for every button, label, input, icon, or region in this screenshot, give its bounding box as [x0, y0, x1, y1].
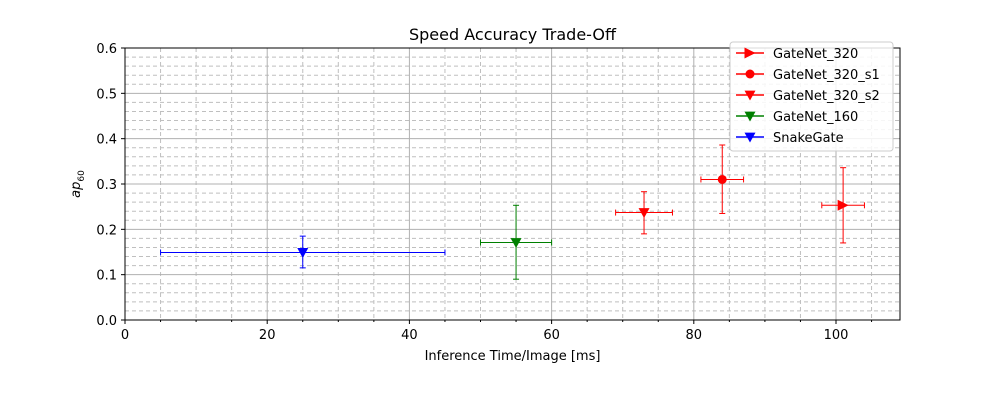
y-tick-label: 0.1	[96, 269, 117, 284]
x-tick-label: 0	[121, 328, 129, 343]
legend-marker	[745, 69, 755, 79]
legend-label: SnakeGate	[773, 131, 844, 146]
data-point	[638, 208, 650, 219]
series-gatenet-160	[480, 204, 553, 280]
x-tick-label: 40	[401, 328, 418, 343]
axes: 0 20 40 60 80 100 0.0 0.1 0.2 0.3 0.4 0.5 0.6	[96, 42, 873, 343]
legend-label: GateNet_320_s2	[773, 89, 880, 104]
series-gatenet-320	[821, 167, 865, 244]
y-axis-label-base: ap	[69, 182, 84, 198]
legend-label: GateNet_320	[773, 47, 858, 62]
y-tick-label: 0.5	[96, 87, 117, 102]
legend: GateNet_320 GateNet_320_s1 GateNet_320_s2 G…	[729, 41, 894, 152]
series-gatenet-320-s1	[700, 144, 745, 214]
legend-marker	[744, 47, 756, 59]
legend-item: GateNet_320_s2	[736, 89, 880, 104]
legend-label: GateNet_160	[773, 110, 858, 125]
legend-item: GateNet_320	[736, 47, 858, 62]
legend-label: GateNet_320_s1	[773, 68, 880, 83]
y-axis-label: ap60	[69, 170, 87, 198]
series-snakegate	[160, 235, 446, 269]
legend-marker	[744, 90, 756, 101]
data-points	[160, 144, 865, 280]
legend-marker	[744, 111, 756, 122]
y-tick-label: 0.4	[96, 133, 117, 148]
y-tick-label: 0.2	[96, 223, 117, 238]
x-tick-label: 100	[824, 328, 849, 343]
x-tick-label: 80	[686, 328, 703, 343]
legend-item: SnakeGate	[736, 131, 844, 146]
data-point	[297, 248, 309, 258]
y-axis-label-subscript: 60	[77, 170, 87, 182]
y-tick-label: 0.0	[96, 314, 117, 329]
legend-item: GateNet_320_s1	[736, 68, 880, 83]
legend-box	[729, 41, 894, 152]
x-axis-label: Inference Time/Image [ms]	[425, 349, 601, 364]
legend-item: GateNet_160	[736, 110, 858, 125]
data-point	[837, 199, 849, 211]
x-tick-label: 20	[259, 328, 276, 343]
series-gatenet-320-s2	[615, 191, 673, 235]
x-tick-label: 60	[543, 328, 560, 343]
y-tick-label: 0.3	[96, 178, 117, 193]
data-point	[510, 238, 522, 248]
y-tick-label: 0.6	[96, 42, 117, 57]
data-point	[717, 174, 727, 184]
legend-marker	[744, 132, 756, 143]
chart-title: Speed Accuracy Trade-Off	[409, 25, 617, 44]
